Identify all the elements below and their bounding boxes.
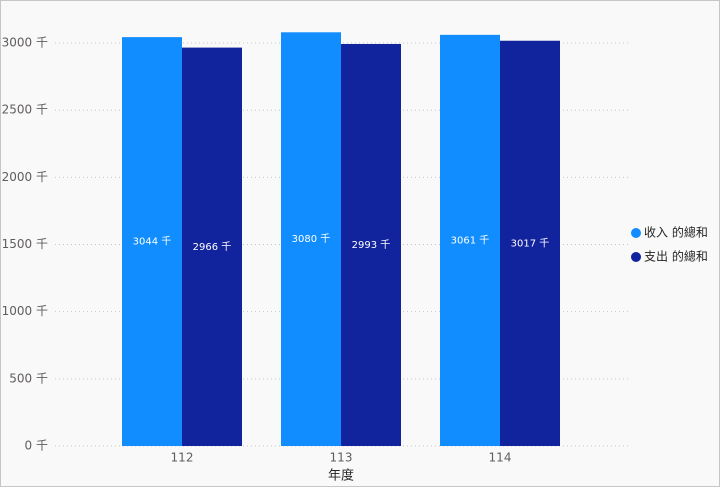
value-label: 3080 千: [292, 233, 331, 245]
bar: [122, 37, 182, 446]
bar: [182, 47, 242, 447]
value-label: 3061 千: [451, 234, 490, 246]
bar: [281, 32, 341, 447]
x-tick-label: 112: [171, 451, 194, 465]
legend-label: 支出 的總和: [644, 249, 708, 264]
y-tick-label: 2000 千: [2, 170, 48, 184]
bar: [440, 34, 500, 446]
y-tick-label: 3000 千: [2, 36, 48, 50]
y-tick-label: 1000 千: [2, 304, 48, 318]
y-tick-label: 500 千: [9, 371, 48, 385]
y-tick-label: 2500 千: [2, 103, 48, 117]
x-tick-label: 113: [330, 451, 353, 465]
value-label: 3044 千: [133, 236, 172, 248]
bar: [341, 43, 401, 447]
value-label: 2993 千: [352, 239, 391, 251]
legend-marker: [631, 252, 641, 262]
value-label: 3017 千: [511, 237, 550, 249]
x-tick-label: 114: [489, 451, 512, 465]
y-tick-label: 0 千: [25, 439, 48, 453]
x-axis-title: 年度: [328, 468, 354, 484]
y-tick-label: 1500 千: [2, 237, 48, 251]
legend-marker: [631, 228, 641, 238]
legend-label: 收入 的總和: [644, 225, 708, 240]
bar: [500, 40, 560, 446]
value-label: 2966 千: [193, 241, 232, 253]
